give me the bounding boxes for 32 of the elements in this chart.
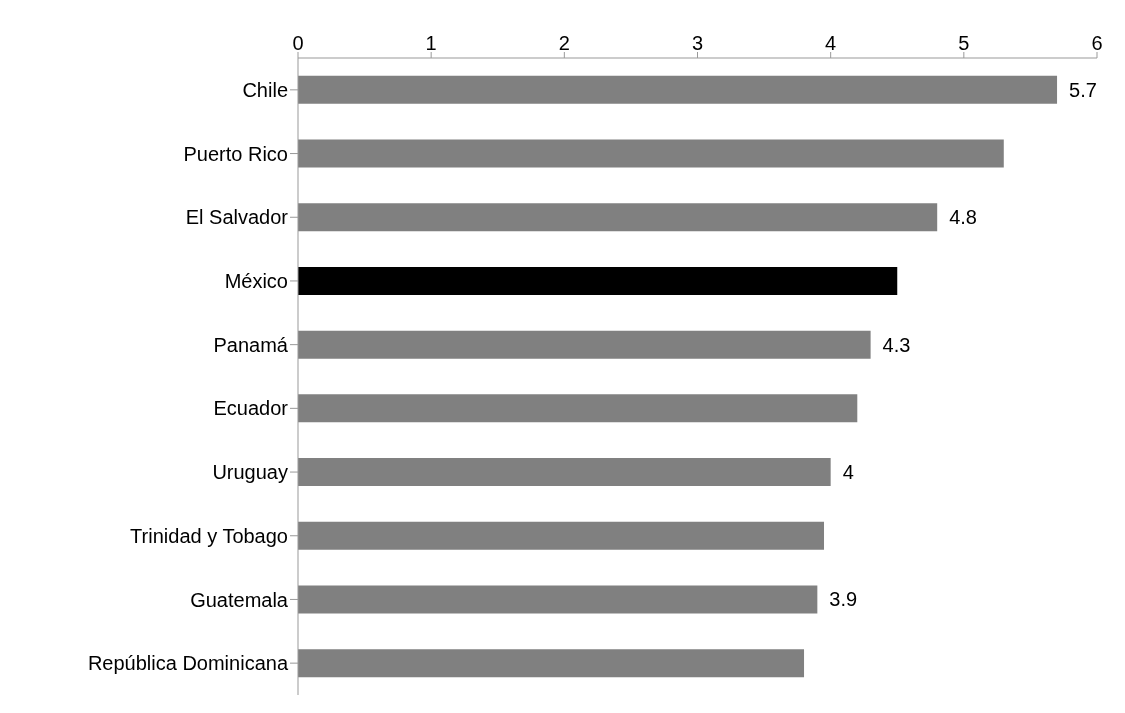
bar xyxy=(298,139,1004,168)
data-label: 3.9 xyxy=(829,588,858,611)
bar xyxy=(298,458,831,487)
bar xyxy=(298,521,825,550)
bar xyxy=(298,585,818,614)
x-tick-label: 6 xyxy=(1091,32,1103,54)
x-tick-label: 1 xyxy=(425,32,437,54)
y-tick-label: Uruguay xyxy=(212,461,288,484)
x-tick-label: 3 xyxy=(691,32,704,54)
bar xyxy=(298,266,898,295)
y-tick-label: El Salvador xyxy=(185,206,289,229)
bar xyxy=(298,330,871,359)
y-tick-label: República Dominicana xyxy=(87,652,289,675)
x-tick-label: 0 xyxy=(292,32,304,54)
bar xyxy=(298,649,805,678)
y-tick-label: Guatemala xyxy=(190,588,289,611)
data-label: 4 xyxy=(842,461,854,484)
y-tick-label: Trinidad y Tobago xyxy=(130,524,288,547)
y-tick-label: Panamá xyxy=(213,333,289,356)
bar xyxy=(298,75,1058,104)
x-tick-label: 4 xyxy=(825,32,837,54)
x-tick-label: 2 xyxy=(558,32,570,54)
data-label: 5.7 xyxy=(1069,78,1097,101)
bar xyxy=(298,203,938,232)
x-tick-label: 5 xyxy=(958,32,970,54)
bar xyxy=(298,394,858,423)
y-tick-label: México xyxy=(224,270,288,293)
data-label: 4.8 xyxy=(949,206,978,229)
data-label: 4.3 xyxy=(882,333,911,356)
y-tick-label: Ecuador xyxy=(213,397,289,420)
y-tick-label: Puerto Rico xyxy=(183,142,288,165)
y-tick-label: Chile xyxy=(242,78,288,101)
